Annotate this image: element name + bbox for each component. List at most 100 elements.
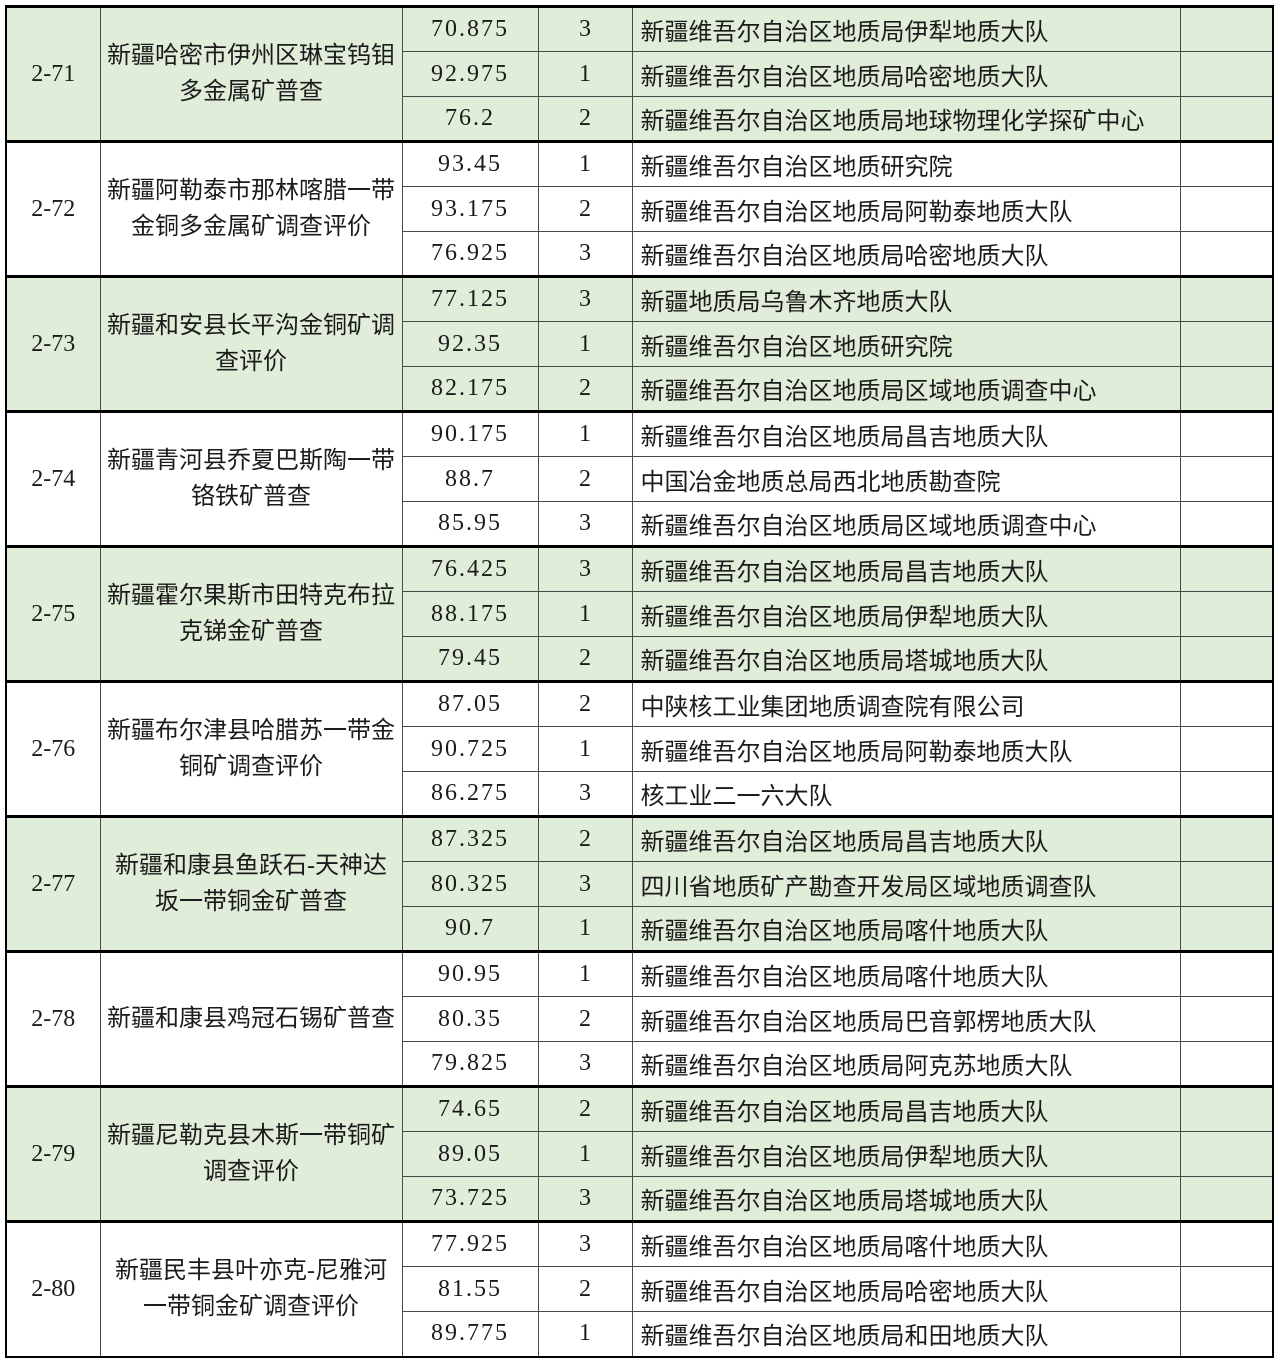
table-row: 2-80 新疆民丰县叶亦克-尼雅河一带铜金矿调查评价 77.925 3 新疆维吾尔自治区… — [5, 1220, 1274, 1357]
table-row: 80.35 2 新疆维吾尔自治区地质局巴音郭楞地质大队 — [6, 996, 1274, 1042]
score-cell: 92.35 — [401, 321, 539, 367]
org-cell: 新疆维吾尔自治区地质局阿勒泰地质大队 — [631, 186, 1181, 232]
org-cell: 新疆维吾尔自治区地质局哈密地质大队 — [631, 1266, 1181, 1312]
score-cell: 77.925 — [401, 1220, 539, 1267]
rank-cell: 2 — [537, 1085, 633, 1132]
score-cell: 93.175 — [401, 186, 539, 232]
empty-cell — [1179, 186, 1274, 232]
org-cell: 核工业二一六大队 — [631, 771, 1181, 817]
project-name-cell: 新疆阿勒泰市那林喀腊一带金铜多金属矿调查评价 — [99, 140, 403, 277]
project-name-cell: 新疆青河县乔夏巴斯陶一带铬铁矿普查 — [99, 410, 403, 547]
org-cell: 新疆维吾尔自治区地质局巴音郭楞地质大队 — [631, 996, 1181, 1042]
table-row: 79.45 2 新疆维吾尔自治区地质局塔城地质大队 — [6, 636, 1274, 682]
table-row: 2-79 新疆尼勒克县木斯一带铜矿调查评价 74.65 2 新疆维吾尔自治区地质局昌吉地… — [5, 1085, 1274, 1222]
score-cell: 89.775 — [401, 1311, 539, 1357]
score-cell: 82.175 — [401, 366, 539, 412]
row-id-cell: 2-78 — [5, 950, 101, 1087]
rank-cell: 3 — [537, 5, 633, 52]
org-cell: 新疆维吾尔自治区地质局区域地质调查中心 — [631, 501, 1181, 547]
project-name-cell: 新疆民丰县叶亦克-尼雅河一带铜金矿调查评价 — [99, 1220, 403, 1357]
org-cell: 新疆维吾尔自治区地质局昌吉地质大队 — [631, 410, 1181, 457]
org-cell: 新疆维吾尔自治区地质局伊犁地质大队 — [631, 1131, 1181, 1177]
rank-cell: 2 — [537, 456, 633, 502]
score-cell: 86.275 — [401, 771, 539, 817]
rank-cell: 3 — [537, 861, 633, 907]
rank-cell: 3 — [537, 501, 633, 547]
table-row: 81.55 2 新疆维吾尔自治区地质局哈密地质大队 — [6, 1266, 1274, 1312]
row-id-cell: 2-77 — [5, 815, 101, 952]
score-cell: 74.65 — [401, 1085, 539, 1132]
score-cell: 79.825 — [401, 1041, 539, 1087]
rank-cell: 1 — [537, 51, 633, 97]
table-row: 76.925 3 新疆维吾尔自治区地质局哈密地质大队 — [6, 231, 1274, 277]
org-cell: 新疆维吾尔自治区地质局哈密地质大队 — [631, 51, 1181, 97]
rank-cell: 1 — [537, 906, 633, 952]
row-id-cell: 2-76 — [5, 680, 101, 817]
empty-cell — [1179, 501, 1274, 547]
rank-cell: 3 — [537, 545, 633, 592]
row-id-cell: 2-80 — [5, 1220, 101, 1357]
table-row: 2-75 新疆霍尔果斯市田特克布拉克锑金矿普查 76.425 3 新疆维吾尔自治区地质局… — [5, 545, 1274, 682]
rank-cell: 3 — [537, 275, 633, 322]
table-row: 73.725 3 新疆维吾尔自治区地质局塔城地质大队 — [6, 1176, 1274, 1222]
table-row: 2-74 新疆青河县乔夏巴斯陶一带铬铁矿普查 90.175 1 新疆维吾尔自治区地质局昌… — [5, 410, 1274, 547]
table-row: 2-71 新疆哈密市伊州区琳宝钨钼多金属矿普查 70.875 3 新疆维吾尔自治区地质局… — [5, 5, 1274, 142]
empty-cell — [1179, 1266, 1274, 1312]
rank-cell: 3 — [537, 231, 633, 277]
empty-cell — [1179, 321, 1274, 367]
table-row: 89.05 1 新疆维吾尔自治区地质局伊犁地质大队 — [6, 1131, 1274, 1177]
empty-cell — [1179, 1131, 1274, 1177]
table-row: 88.175 1 新疆维吾尔自治区地质局伊犁地质大队 — [6, 591, 1274, 637]
score-cell: 90.95 — [401, 950, 539, 997]
org-cell: 新疆维吾尔自治区地质研究院 — [631, 140, 1181, 187]
org-cell: 新疆维吾尔自治区地质局阿克苏地质大队 — [631, 1041, 1181, 1087]
empty-cell — [1179, 51, 1274, 97]
rank-cell: 1 — [537, 321, 633, 367]
empty-cell — [1179, 366, 1274, 412]
empty-cell — [1179, 231, 1274, 277]
empty-cell — [1179, 591, 1274, 637]
table-row: 2-78 新疆和康县鸡冠石锡矿普查 90.95 1 新疆维吾尔自治区地质局喀什地质大队 — [5, 950, 1274, 1087]
row-id-cell: 2-73 — [5, 275, 101, 412]
rank-cell: 2 — [537, 680, 633, 727]
table-row: 90.725 1 新疆维吾尔自治区地质局阿勒泰地质大队 — [6, 726, 1274, 772]
empty-cell — [1179, 1085, 1274, 1132]
project-name-cell: 新疆霍尔果斯市田特克布拉克锑金矿普查 — [99, 545, 403, 682]
score-cell: 76.2 — [401, 96, 539, 142]
score-cell: 90.175 — [401, 410, 539, 457]
org-cell: 新疆维吾尔自治区地质局塔城地质大队 — [631, 1176, 1181, 1222]
org-cell: 新疆维吾尔自治区地质局昌吉地质大队 — [631, 815, 1181, 862]
table-row: 92.975 1 新疆维吾尔自治区地质局哈密地质大队 — [6, 51, 1274, 97]
score-cell: 80.325 — [401, 861, 539, 907]
rank-cell: 2 — [537, 996, 633, 1042]
project-name-cell: 新疆布尔津县哈腊苏一带金铜矿调查评价 — [99, 680, 403, 817]
org-cell: 新疆维吾尔自治区地质局昌吉地质大队 — [631, 1085, 1181, 1132]
score-cell: 80.35 — [401, 996, 539, 1042]
rank-cell: 1 — [537, 950, 633, 997]
score-cell: 88.7 — [401, 456, 539, 502]
score-cell: 90.725 — [401, 726, 539, 772]
empty-cell — [1179, 1311, 1274, 1357]
org-cell: 四川省地质矿产勘查开发局区域地质调查队 — [631, 861, 1181, 907]
rank-cell: 2 — [537, 815, 633, 862]
rank-cell: 3 — [537, 1220, 633, 1267]
empty-cell — [1179, 456, 1274, 502]
project-name-cell: 新疆和康县鱼跃石-天神达坂一带铜金矿普查 — [99, 815, 403, 952]
org-cell: 新疆维吾尔自治区地质局喀什地质大队 — [631, 1220, 1181, 1267]
table-row: 90.7 1 新疆维吾尔自治区地质局喀什地质大队 — [6, 906, 1274, 952]
score-cell: 81.55 — [401, 1266, 539, 1312]
score-cell: 92.975 — [401, 51, 539, 97]
score-cell: 73.725 — [401, 1176, 539, 1222]
table-row: 2-76 新疆布尔津县哈腊苏一带金铜矿调查评价 87.05 2 中陕核工业集团地质调查院… — [5, 680, 1274, 817]
org-cell: 中陕核工业集团地质调查院有限公司 — [631, 680, 1181, 727]
rank-cell: 2 — [537, 96, 633, 142]
empty-cell — [1179, 545, 1274, 592]
rank-cell: 1 — [537, 140, 633, 187]
empty-cell — [1179, 636, 1274, 682]
org-cell: 新疆维吾尔自治区地质局伊犁地质大队 — [631, 5, 1181, 52]
org-cell: 新疆维吾尔自治区地质局阿勒泰地质大队 — [631, 726, 1181, 772]
org-cell: 新疆维吾尔自治区地质局地球物理化学探矿中心 — [631, 96, 1181, 142]
table-row: 92.35 1 新疆维吾尔自治区地质研究院 — [6, 321, 1274, 367]
project-name-cell: 新疆尼勒克县木斯一带铜矿调查评价 — [99, 1085, 403, 1222]
